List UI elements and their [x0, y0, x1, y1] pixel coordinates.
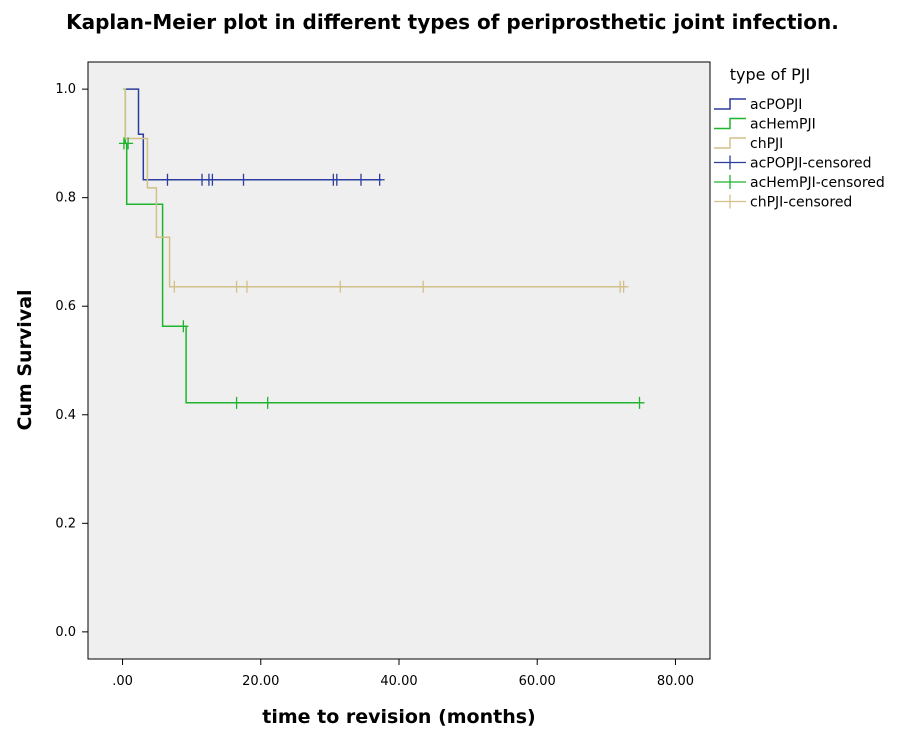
x-tick-label: 40.00 [380, 674, 417, 689]
censor-mark-acPOPJI [162, 173, 173, 186]
censor-mark-chPJI [231, 280, 242, 293]
plot-area [87, 61, 711, 660]
y-tick-label: 0.0 [55, 625, 76, 640]
x-tick-label: .00 [112, 674, 133, 689]
censor-mark-chPJI [241, 280, 252, 293]
legend-label: acHemPJI-censored [750, 175, 885, 191]
censor-mark-acHemPJI [262, 396, 273, 409]
legend-label: acPOPJI-censored [750, 156, 871, 172]
censor-mark-chPJI [418, 280, 429, 293]
censor-mark-acPOPJI [207, 173, 218, 186]
y-tick-label: 0.6 [55, 299, 76, 314]
legend-swatch [714, 117, 746, 130]
y-tick-label: 1.0 [55, 82, 76, 97]
censor-mark-chPJI [169, 280, 180, 293]
censor-mark-acPOPJI [238, 173, 249, 186]
censor-mark-acPOPJI [374, 173, 385, 186]
legend-title: type of PJI [730, 65, 810, 84]
series-line-acPOPJI [126, 88, 382, 181]
censor-mark-chPJI [335, 280, 346, 293]
legend-swatch [714, 175, 746, 189]
censor-mark-acHemPJI [231, 396, 242, 409]
legend-label: chPJI [750, 136, 783, 152]
legend-label: acHemPJI [750, 117, 816, 133]
x-tick-label: 80.00 [657, 674, 694, 689]
censor-mark-acPOPJI [331, 173, 342, 186]
y-tick-label: 0.2 [55, 516, 76, 531]
censor-mark-acHemPJI [634, 396, 645, 409]
survival-curves [123, 88, 641, 404]
legend: type of PJI acPOPJI acHemPJI chPJI acPOPJI-… [714, 65, 885, 211]
y-tick-label: 0.8 [55, 191, 76, 206]
censor-mark-acHemPJI [123, 137, 134, 150]
x-axis-title: time to revision (months) [262, 706, 535, 728]
legend-label: chPJI-censored [750, 195, 852, 211]
chart-title: Kaplan-Meier plot in different types of … [66, 10, 839, 34]
x-tick-label: 20.00 [242, 674, 279, 689]
x-tick-label: 60.00 [519, 674, 556, 689]
legend-label: acPOPJI [750, 97, 802, 113]
axes: .00 20.00 40.00 60.00 80.00 0.0 0.2 0.4 0.6 0.8 1.… [55, 82, 694, 689]
y-tick-label: 0.4 [55, 408, 76, 423]
y-axis-title: Cum Survival [14, 289, 36, 430]
censor-mark-acPOPJI [355, 173, 366, 186]
legend-swatch [714, 98, 746, 110]
legend-swatch [714, 194, 746, 209]
legend-swatch [714, 137, 746, 149]
legend-swatch [714, 155, 746, 170]
series-line-chPJI [123, 88, 628, 288]
censor-marks [118, 137, 645, 409]
censor-mark-acHemPJI [178, 320, 189, 333]
censor-mark-chPJI [618, 280, 629, 293]
